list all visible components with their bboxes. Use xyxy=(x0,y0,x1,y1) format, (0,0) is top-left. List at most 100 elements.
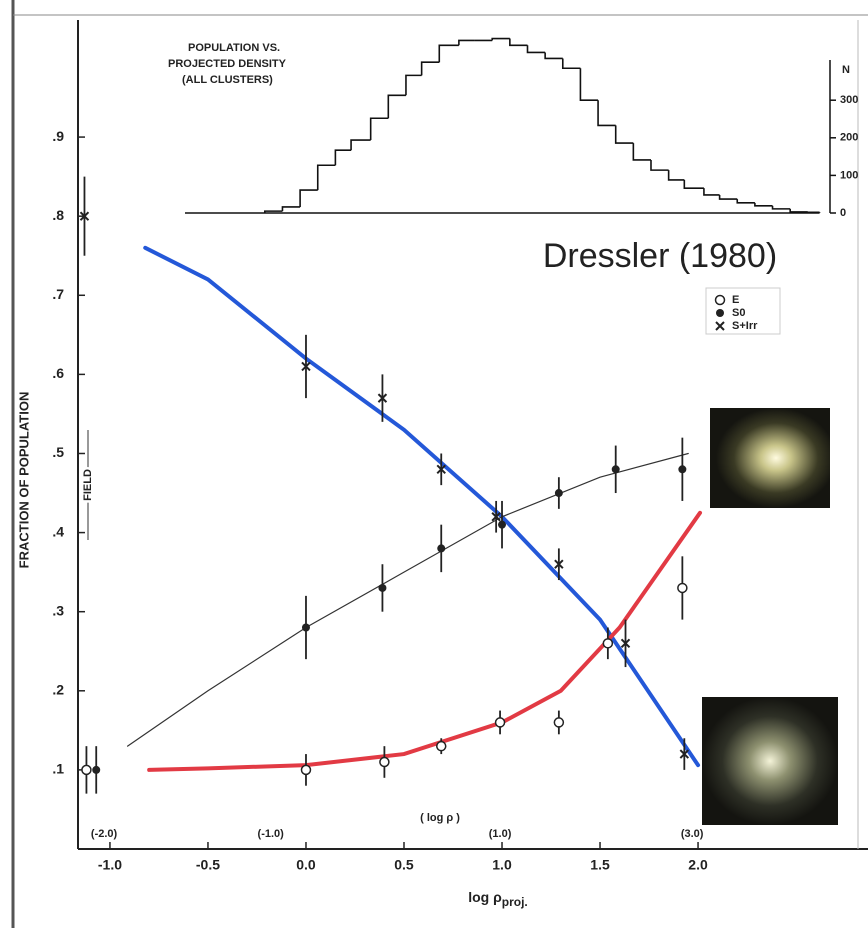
x-tick-label: -1.0 xyxy=(98,857,122,873)
hist-step xyxy=(509,38,528,47)
fit-curve xyxy=(126,452,689,747)
hist-tick-label: 100 xyxy=(840,169,858,181)
y-tick-label: .1 xyxy=(52,761,64,777)
x-tick-label: 0.5 xyxy=(394,857,414,873)
x-axis-label-text: log ρ xyxy=(468,889,502,905)
marker-e xyxy=(602,638,614,649)
hist-step xyxy=(334,149,352,166)
marker-sirr xyxy=(301,361,311,372)
hist-step xyxy=(771,205,791,210)
marker-e xyxy=(677,582,688,594)
legend-label: E xyxy=(732,294,739,306)
hist-step xyxy=(438,44,459,63)
x2-tick-label: (1.0) xyxy=(489,828,512,840)
hist-step xyxy=(264,210,283,213)
y-tick-label: .3 xyxy=(52,602,64,618)
hist-step xyxy=(405,74,422,96)
marker-e xyxy=(494,717,506,728)
marker-sirr xyxy=(377,393,388,403)
marker-sirr xyxy=(436,464,446,475)
hist-title: PROJECTED DENSITY xyxy=(168,58,287,70)
hist-y-label: N xyxy=(842,64,850,76)
annotation: FIELD xyxy=(82,469,94,501)
hist-step xyxy=(420,61,440,76)
hist-step xyxy=(387,94,406,119)
marker-sirr xyxy=(679,749,690,759)
x2-tick-label: (-2.0) xyxy=(91,828,118,840)
hist-step xyxy=(281,206,301,212)
hist-step xyxy=(683,179,704,189)
hist-step xyxy=(316,164,336,191)
hist-step xyxy=(561,58,581,70)
annotation: Dressler (1980) xyxy=(543,237,777,275)
y-tick-label: .6 xyxy=(52,365,64,381)
marker-e xyxy=(553,717,565,728)
marker-s0 xyxy=(378,583,387,592)
fit-curve xyxy=(147,510,703,772)
hist-step xyxy=(526,45,546,54)
hist-step xyxy=(491,37,510,41)
y-tick-label: .9 xyxy=(52,128,64,144)
hist-step xyxy=(789,208,808,213)
x-tick-label: 2.0 xyxy=(688,857,708,873)
y-tick-label: .5 xyxy=(52,444,64,460)
y-tick-label: .4 xyxy=(52,523,64,539)
marker-e xyxy=(81,764,92,776)
marker-sirr xyxy=(491,512,501,522)
x2-tick-label: (-1.0) xyxy=(258,828,285,840)
marker-e xyxy=(300,764,312,776)
y-tick-label: .2 xyxy=(52,681,64,697)
hist-step xyxy=(597,100,616,127)
marker-e xyxy=(379,756,390,768)
hist-step xyxy=(350,139,371,151)
hist-step xyxy=(754,202,773,207)
x-tick-label: 1.0 xyxy=(492,857,512,873)
hist-step xyxy=(736,199,755,204)
galaxy-image xyxy=(710,408,830,508)
legend-label: S0 xyxy=(732,307,745,319)
hist-step xyxy=(369,117,389,141)
marker-sirr xyxy=(715,321,725,331)
hist-step xyxy=(544,52,563,60)
hist-tick-label: 300 xyxy=(840,94,858,106)
x2-axis-label: ( log ρ ) xyxy=(420,812,460,824)
hist-step xyxy=(579,68,599,101)
marker-sirr xyxy=(554,559,564,569)
x-axis-label-subscript: proj. xyxy=(502,895,528,909)
marker-s0 xyxy=(301,623,310,632)
fit-curve xyxy=(143,245,701,768)
marker-e xyxy=(714,294,726,306)
marker-s0 xyxy=(498,520,507,529)
hist-step xyxy=(718,194,738,200)
marker-s0 xyxy=(554,489,563,498)
y-axis-label: FRACTION OF POPULATION xyxy=(16,392,31,569)
hist-step xyxy=(703,188,720,196)
x2-tick-label: (3.0) xyxy=(681,828,704,840)
hist-step xyxy=(299,189,318,207)
marker-s0 xyxy=(437,544,446,553)
marker-s0 xyxy=(678,465,687,474)
x-tick-label: -0.5 xyxy=(196,857,220,873)
hist-title: (ALL CLUSTERS) xyxy=(182,74,273,86)
marker-s0 xyxy=(611,465,620,474)
hist-tick-label: 0 xyxy=(840,207,846,219)
marker-sirr xyxy=(79,211,90,221)
hist-step xyxy=(632,143,651,161)
hist-step xyxy=(458,39,475,46)
marker-s0 xyxy=(92,765,101,774)
x-axis-label: log ρproj. xyxy=(468,889,528,909)
marker-s0 xyxy=(716,309,724,317)
hist-step xyxy=(650,159,669,171)
legend-label: S+Irr xyxy=(732,320,758,332)
marker-sirr xyxy=(620,638,631,649)
hist-title: POPULATION VS. xyxy=(188,42,280,54)
x-tick-label: 1.5 xyxy=(590,857,610,873)
y-tick-label: .7 xyxy=(52,286,64,302)
marker-e xyxy=(435,740,447,752)
y-tick-label: .8 xyxy=(52,207,64,223)
hist-tick-label: 200 xyxy=(840,132,858,144)
x-tick-label: 0.0 xyxy=(296,857,316,873)
hist-step xyxy=(614,125,634,144)
hist-step xyxy=(667,170,685,181)
